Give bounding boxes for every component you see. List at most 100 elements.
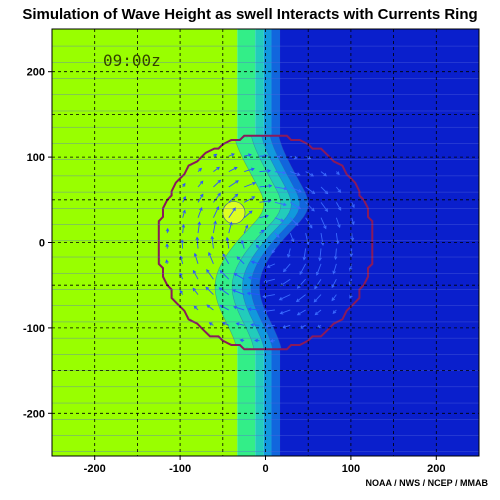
current-arrow xyxy=(226,237,230,249)
current-arrow xyxy=(179,273,184,280)
current-arrow xyxy=(228,167,238,173)
current-arrow-head xyxy=(279,311,284,315)
current-arrow xyxy=(350,248,353,257)
current-arrow-head xyxy=(337,206,342,211)
current-arrow xyxy=(283,263,291,272)
current-arrow xyxy=(335,217,341,228)
current-arrow-head xyxy=(234,193,239,198)
current-arrow-head xyxy=(263,279,268,284)
current-arrow xyxy=(228,153,235,157)
current-arrow-head xyxy=(349,294,353,299)
current-arrow xyxy=(264,278,276,283)
current-arrow-head xyxy=(165,259,169,264)
current-arrow-head xyxy=(331,284,335,289)
current-arrow xyxy=(243,196,255,203)
current-arrow-head xyxy=(351,204,355,209)
current-arrow xyxy=(305,202,315,212)
current-arrow-head xyxy=(246,291,251,296)
current-arrow xyxy=(259,215,269,219)
current-arrow xyxy=(336,186,341,193)
current-arrow-head xyxy=(255,244,260,249)
current-arrow-head xyxy=(311,190,316,195)
current-arrow-head xyxy=(165,227,170,232)
current-arrow xyxy=(280,309,291,315)
current-arrow-head xyxy=(324,208,329,213)
y-tick-label: 100 xyxy=(27,152,45,164)
current-arrow-head xyxy=(208,251,212,256)
current-arrow-head xyxy=(182,182,186,187)
current-arrow xyxy=(315,309,322,316)
current-arrow-head xyxy=(265,324,270,328)
current-arrow xyxy=(228,222,232,234)
current-arrows xyxy=(165,153,355,343)
current-arrow-head xyxy=(165,243,169,247)
current-arrow-head xyxy=(193,305,198,310)
time-label: 09:00z xyxy=(103,51,161,70)
current-arrow-head xyxy=(314,285,318,290)
current-arrow-head xyxy=(278,297,283,301)
current-arrow xyxy=(219,270,230,280)
current-arrow-head xyxy=(275,234,280,238)
current-arrow xyxy=(213,179,221,188)
current-arrow-head xyxy=(219,270,224,274)
current-arrow-head xyxy=(252,181,257,186)
current-arrow xyxy=(274,201,287,206)
current-arrow xyxy=(243,182,256,188)
current-arrow-head xyxy=(333,256,338,261)
current-arrow xyxy=(251,261,260,265)
current-arrow-head xyxy=(179,289,184,294)
current-arrow-head xyxy=(351,221,355,226)
current-arrow xyxy=(333,263,337,274)
current-arrow xyxy=(212,221,216,234)
current-arrow xyxy=(313,294,322,303)
current-arrow xyxy=(289,217,299,226)
current-arrow-head xyxy=(195,236,200,241)
ring-outline xyxy=(157,134,374,351)
current-arrow-head xyxy=(282,202,287,207)
y-tick-label: 200 xyxy=(27,67,45,79)
current-arrow-head xyxy=(206,304,211,309)
current-arrow xyxy=(259,200,271,203)
ring-band-lowest xyxy=(158,135,265,350)
current-arrow-head xyxy=(221,321,226,326)
current-arrow xyxy=(267,263,276,268)
current-arrow-head xyxy=(290,238,295,243)
current-arrow xyxy=(251,324,260,326)
current-arrow-head xyxy=(225,236,230,241)
current-arrow xyxy=(290,171,300,176)
current-arrow-head xyxy=(251,196,256,200)
current-arrow xyxy=(289,232,294,242)
current-arrow xyxy=(211,236,214,249)
current-arrow xyxy=(320,186,328,194)
current-arrow-head xyxy=(262,294,267,299)
current-arrow xyxy=(236,322,245,326)
current-arrow-head xyxy=(182,209,186,214)
y-tick-label: 0 xyxy=(39,238,45,250)
current-arrow-head xyxy=(200,193,204,198)
current-arrow xyxy=(335,248,337,260)
current-arrow xyxy=(351,217,355,225)
current-arrow xyxy=(197,194,204,203)
current-arrow-head xyxy=(199,206,203,211)
current-arrow xyxy=(192,270,199,280)
current-arrow-head xyxy=(296,285,301,289)
x-tick-label: 200 xyxy=(427,463,445,475)
current-arrow-head xyxy=(250,260,255,265)
current-arrow-head xyxy=(180,239,185,243)
credit-label: NOAA / NWS / NCEP / MMAB xyxy=(365,478,488,488)
current-arrow xyxy=(233,273,245,280)
current-arrow xyxy=(331,294,337,301)
current-arrow-head xyxy=(208,322,213,326)
current-arrow xyxy=(222,253,230,265)
current-arrow xyxy=(314,278,322,289)
current-arrow-head xyxy=(282,268,287,273)
current-arrow xyxy=(320,171,327,177)
current-arrow-head xyxy=(254,338,259,343)
grid xyxy=(52,29,479,456)
current-arrow-head xyxy=(217,192,221,197)
current-arrow xyxy=(243,225,248,234)
current-arrow xyxy=(266,324,275,327)
current-arrow-head xyxy=(232,207,236,212)
current-arrow-head xyxy=(335,240,340,245)
